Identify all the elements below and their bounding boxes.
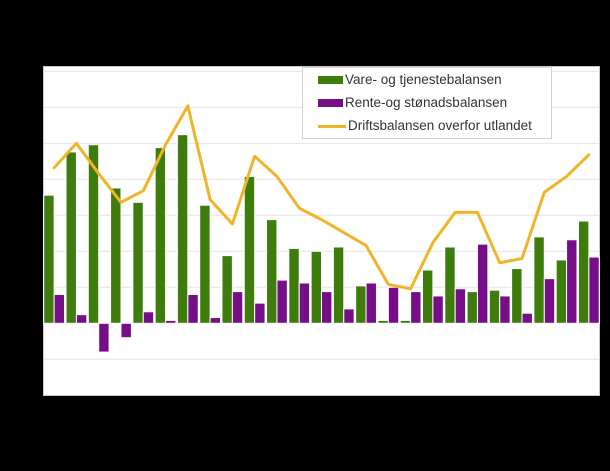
column-vare-og-tjenestebalansen: [488, 289, 501, 324]
legend-swatch-purple-icon: [318, 99, 343, 107]
column-rente-og-stonadsbalansen: [165, 319, 177, 324]
column-vare-og-tjenestebalansen: [132, 201, 144, 324]
column-vare-og-tjenestebalansen: [399, 319, 412, 324]
column-rente-og-stonadsbalansen: [142, 311, 155, 324]
column-vare-og-tjenestebalansen: [555, 259, 568, 324]
column-rente-og-stonadsbalansen: [387, 286, 400, 324]
column-rente-og-stonadsbalansen: [543, 278, 556, 324]
column-rente-og-stonadsbalansen: [499, 295, 511, 324]
column-rente-og-stonadsbalansen: [432, 295, 444, 324]
column-vare-og-tjenestebalansen: [332, 246, 345, 324]
column-vare-og-tjenestebalansen: [176, 134, 189, 324]
column-rente-og-stonadsbalansen: [120, 322, 132, 339]
column-vare-og-tjenestebalansen: [266, 219, 278, 324]
column-rente-og-stonadsbalansen: [75, 314, 88, 324]
column-vare-og-tjenestebalansen: [243, 175, 256, 324]
column-vare-og-tjenestebalansen: [87, 144, 100, 324]
column-rente-og-stonadsbalansen: [298, 282, 311, 324]
column-rente-og-stonadsbalansen: [98, 322, 110, 353]
column-vare-og-tjenestebalansen: [377, 319, 389, 324]
legend-swatch-line-icon: [318, 124, 346, 128]
column-vare-og-tjenestebalansen: [65, 151, 77, 324]
column-vare-og-tjenestebalansen: [444, 246, 456, 324]
column-vare-og-tjenestebalansen: [422, 269, 434, 324]
legend-item-driftsbalansen[interactable]: Driftsbalansen overfor utlandet: [303, 115, 551, 138]
column-rente-og-stonadsbalansen: [588, 256, 600, 324]
column-rente-og-stonadsbalansen: [521, 312, 533, 324]
legend-label: Driftsbalansen overfor utlandet: [348, 118, 532, 134]
legend-swatch-green-icon: [318, 76, 343, 84]
column-rente-og-stonadsbalansen: [365, 282, 377, 324]
legend-label: Vare- og tjenestebalansen: [345, 72, 502, 88]
column-vare-og-tjenestebalansen: [199, 204, 211, 324]
column-rente-og-stonadsbalansen: [187, 293, 199, 324]
legend-item-rente-og-stonadsbalansen[interactable]: Rente-og stønadsbalansen: [303, 92, 551, 115]
column-vare-og-tjenestebalansen: [466, 291, 478, 324]
column-rente-og-stonadsbalansen: [410, 291, 422, 324]
column-vare-og-tjenestebalansen: [43, 194, 55, 324]
chart-legend: Vare- og tjenestebalansen Rente-og støna…: [302, 67, 552, 139]
column-vare-og-tjenestebalansen: [154, 147, 167, 324]
column-rente-og-stonadsbalansen: [53, 293, 66, 324]
column-vare-og-tjenestebalansen: [533, 236, 545, 324]
line-driftsbalansen: [52, 104, 591, 291]
column-rente-og-stonadsbalansen: [276, 279, 288, 324]
column-vare-og-tjenestebalansen: [577, 220, 590, 324]
legend-label: Rente-og stønadsbalansen: [345, 95, 508, 111]
column-vare-og-tjenestebalansen: [355, 285, 367, 324]
column-rente-og-stonadsbalansen: [231, 291, 244, 324]
column-rente-og-stonadsbalansen: [209, 317, 222, 324]
column-rente-og-stonadsbalansen: [566, 239, 578, 324]
legend-item-vare-og-tjenestebalansen[interactable]: Vare- og tjenestebalansen: [303, 69, 551, 92]
column-rente-og-stonadsbalansen: [476, 243, 489, 324]
column-vare-og-tjenestebalansen: [110, 187, 122, 324]
column-vare-og-tjenestebalansen: [221, 255, 233, 324]
column-vare-og-tjenestebalansen: [511, 268, 523, 324]
column-rente-og-stonadsbalansen: [321, 291, 333, 324]
column-rente-og-stonadsbalansen: [254, 302, 266, 324]
column-rente-og-stonadsbalansen: [343, 308, 355, 324]
column-vare-og-tjenestebalansen: [310, 250, 323, 324]
column-rente-og-stonadsbalansen: [454, 288, 467, 324]
column-vare-og-tjenestebalansen: [288, 247, 300, 324]
